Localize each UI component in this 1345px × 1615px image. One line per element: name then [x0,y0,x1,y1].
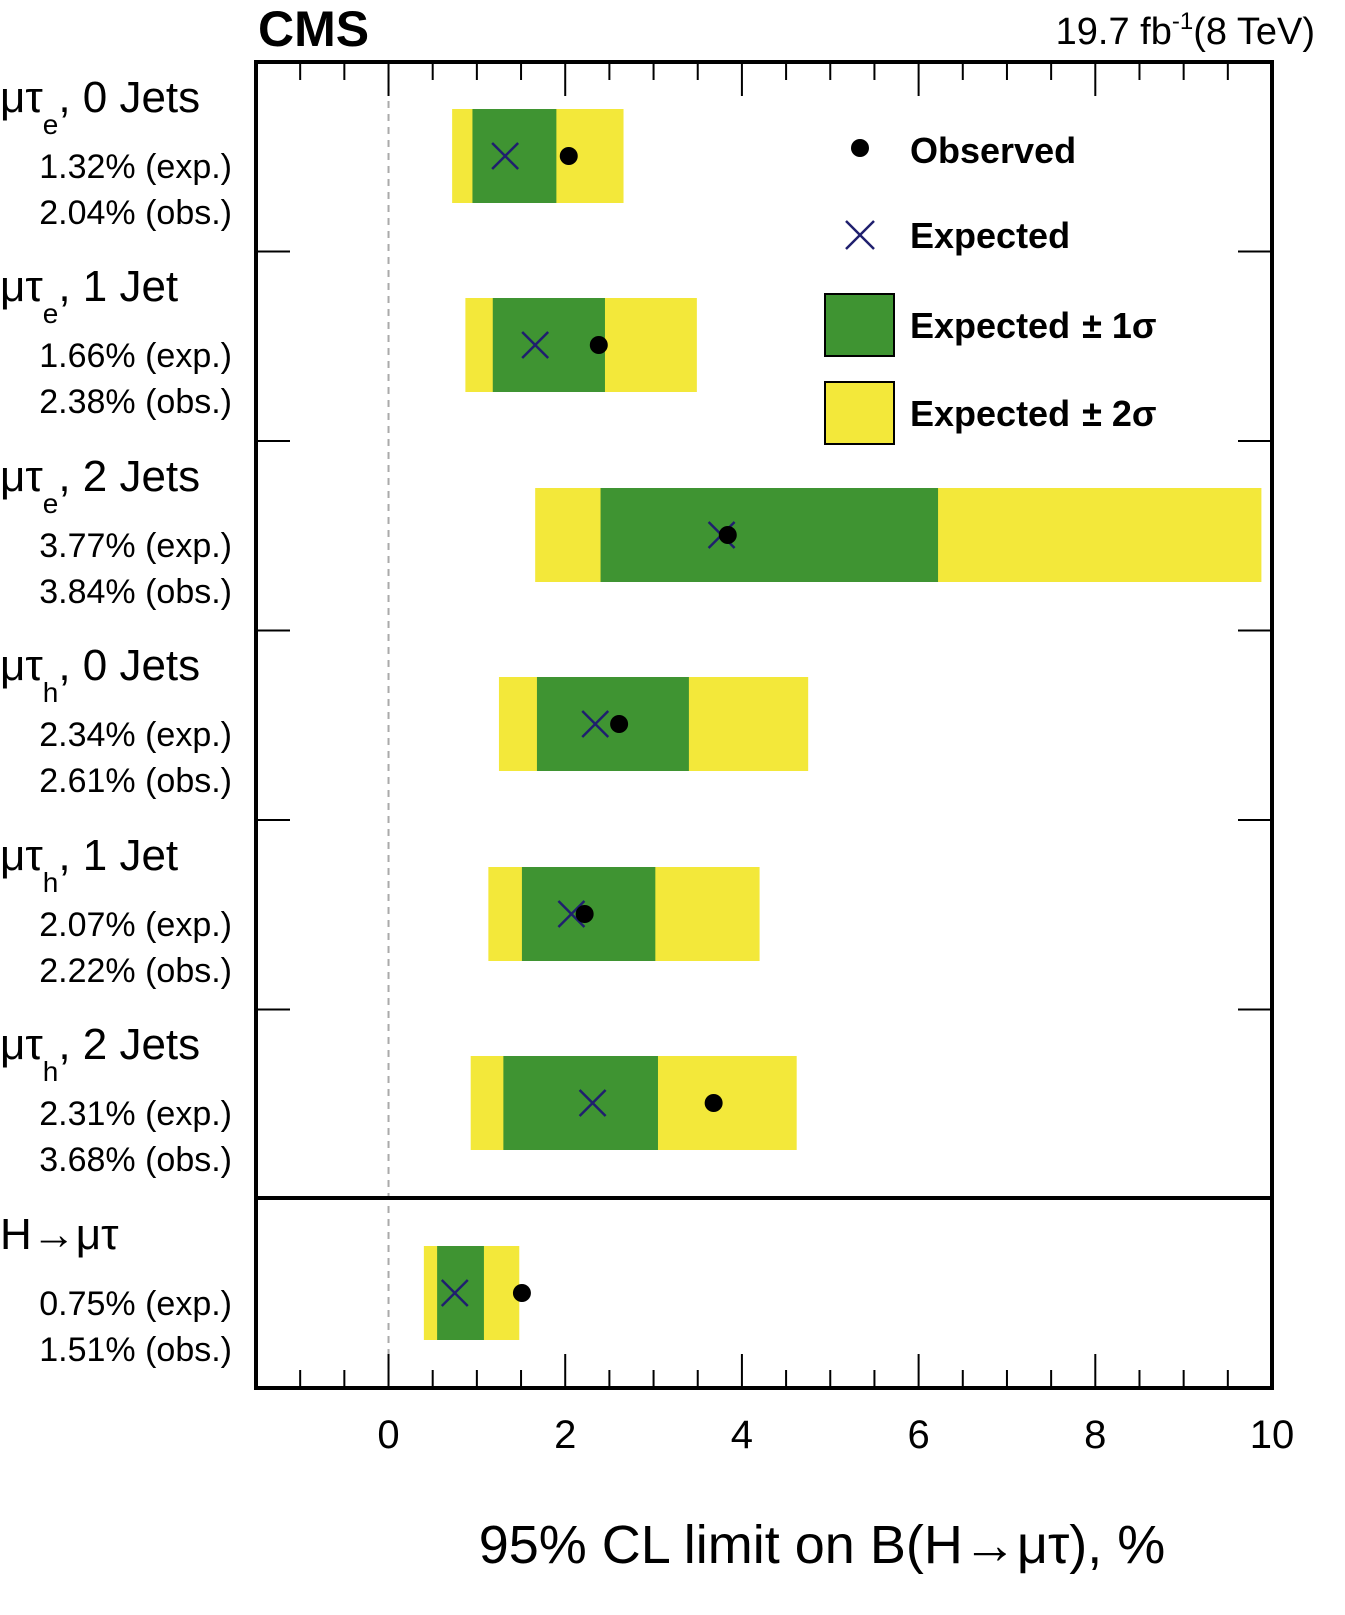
plot-area [254,60,1274,1390]
category-name: μτh, 2 Jets [0,1020,200,1087]
expected-limit-text: 1.66% (exp.) [39,337,232,375]
legend-dot [851,139,869,157]
x-axis-ticks [299,62,1229,1388]
legend-item: Expected ± 1σ [824,293,1157,357]
observed-marker [512,1284,531,1302]
observed-limit-text: 1.51% (obs.) [39,1331,232,1369]
expected-limit-text: 0.75% (exp.) [39,1285,232,1323]
one-sigma-band [492,298,605,392]
observed-limit-text: 2.38% (obs.) [39,383,232,421]
observed-marker [718,526,737,544]
legend-label: Observed [910,130,1076,171]
lumi-exponent: -1 [1172,8,1193,35]
expected-marker [491,142,520,170]
one-sigma-band [472,109,557,203]
expected-marker [557,900,586,928]
category-symbol: μτ [0,1020,43,1069]
category-dividers [256,250,1272,1011]
observed-limit-text: 3.84% (obs.) [39,573,232,611]
observed-limit-text: 2.22% (obs.) [39,952,232,990]
legend-label: Expected [910,215,1070,256]
x-tick-label: 0 [377,1413,399,1457]
category-subscript: h [43,677,59,708]
category-suffix: , 0 Jets [58,641,200,690]
category-symbol: μτ [0,262,43,311]
category-suffix: , 1 Jet [58,831,178,880]
category-name: μτe, 2 Jets [0,452,200,519]
category-subscript: h [43,1056,59,1087]
expected-limit-text: 3.77% (exp.) [39,527,232,565]
category-suffix: , 2 Jets [58,452,200,501]
x-tick-label: 8 [1084,1413,1106,1457]
category-name: μτh, 0 Jets [0,641,200,708]
category-subscript: e [43,298,59,329]
observed-limit-text: 2.61% (obs.) [39,762,232,800]
expected-limit-text: 1.32% (exp.) [39,148,232,186]
category-name: μτe, 0 Jets [0,73,200,140]
limit-bands [423,109,1262,1340]
legend-label-main: Expected [910,215,1070,256]
lumi-energy: (8 TeV) [1193,11,1315,53]
legend-item: Observed [851,130,1076,171]
category-suffix: , 1 Jet [58,262,178,311]
expected-marker [440,1279,469,1307]
category-symbol: μτ [0,831,43,880]
x-tick-label: 6 [907,1413,929,1457]
legend-item: Expected [845,215,1070,256]
x-tick-labels: 0 2 4 6 8 10 [377,1413,1294,1457]
x-tick-label: 4 [731,1413,753,1457]
legend-label-suffix: ± 1σ [1082,305,1156,346]
legend-label-suffix: ± 2σ [1082,393,1156,434]
legend-cross [845,220,875,250]
legend-label: Expected ± 2σ [910,393,1157,434]
category-name: μτe, 1 Jet [0,262,178,329]
category-symbol: μτ [0,452,43,501]
observed-marker [575,905,594,923]
legend: Observed Expected Expected ± 1σ Expected ± 2σ [824,130,1157,445]
category-suffix: , 0 Jets [58,73,200,122]
legend-label-main: Expected [910,393,1070,434]
one-sigma-band [437,1246,484,1340]
category-subscript: h [43,867,59,898]
limit-markers [440,142,737,1307]
observed-marker [704,1094,723,1112]
legend-one-sigma-box [824,293,895,357]
category-symbol: H→μτ [0,1210,119,1259]
category-symbol: μτ [0,641,43,690]
category-symbol: μτ [0,73,43,122]
expected-marker [581,710,610,738]
lumi-value: 19.7 fb [1056,11,1172,53]
observed-marker [589,336,608,354]
legend-label-main: Expected [910,305,1070,346]
observed-marker [610,715,629,733]
one-sigma-band [503,1056,658,1150]
one-sigma-band [600,488,939,582]
legend-item: Expected ± 2σ [824,381,1157,445]
category-subscript: e [43,109,59,140]
expected-limit-text: 2.07% (exp.) [39,906,232,944]
legend-label: Expected ± 1σ [910,305,1157,346]
observed-limit-text: 2.04% (obs.) [39,194,232,232]
category-subscript: e [43,488,59,519]
expected-limit-text: 2.31% (exp.) [39,1095,232,1133]
experiment-label: CMS [258,1,369,57]
observed-limit-text: 3.68% (obs.) [39,1141,232,1179]
category-suffix: , 2 Jets [58,1020,200,1069]
luminosity-label: 19.7 fb-1(8 TeV) [1056,8,1315,53]
x-axis-label: 95% CL limit on B(H→μτ), % [479,1515,1166,1575]
category-name: μτh, 1 Jet [0,831,178,898]
plot-frame [254,60,1274,1390]
x-tick-label: 10 [1250,1413,1295,1457]
expected-marker [521,331,550,359]
expected-marker [578,1089,607,1117]
category-name: H→μτ [0,1210,119,1259]
legend-two-sigma-box [824,381,895,445]
observed-marker [559,147,578,165]
x-tick-label: 2 [554,1413,576,1457]
legend-label-main: Observed [910,130,1076,171]
expected-limit-text: 2.34% (exp.) [39,716,232,754]
